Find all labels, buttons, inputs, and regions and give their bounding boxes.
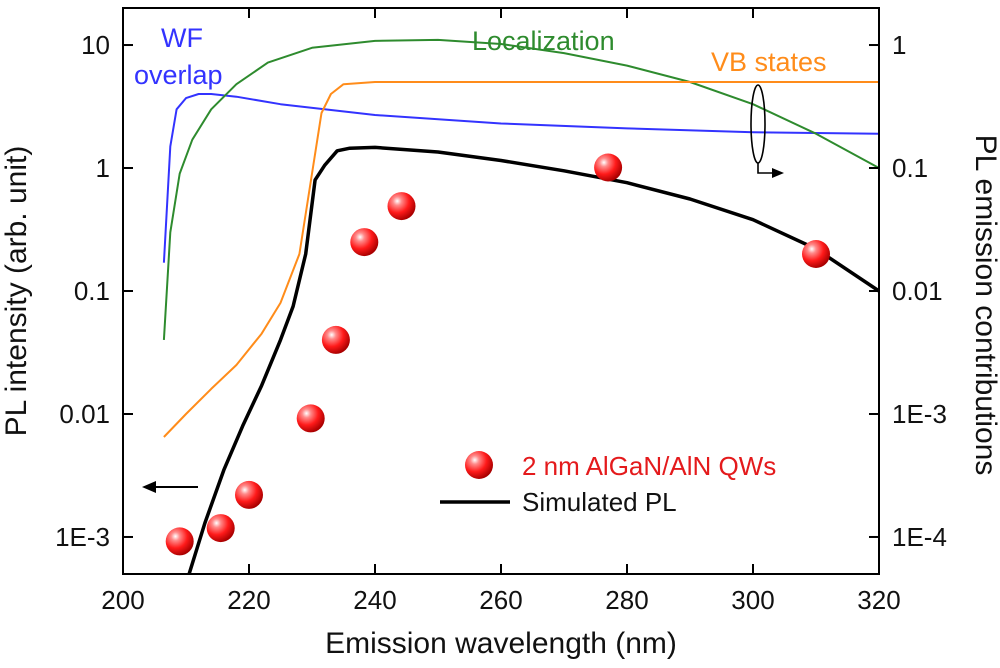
y-right-tick-label: 1E-4 bbox=[892, 522, 947, 552]
x-tick-label: 200 bbox=[101, 585, 144, 615]
x-tick-label: 260 bbox=[479, 585, 522, 615]
x-tick-label: 280 bbox=[605, 585, 648, 615]
annotation-vb-states: VB states bbox=[711, 47, 827, 77]
right-axis-pointer bbox=[750, 84, 784, 178]
y-left-tick-label: 0.1 bbox=[74, 276, 110, 306]
y-left-tick-label: 1 bbox=[96, 153, 110, 183]
legend-marker-qws bbox=[465, 451, 493, 479]
data-point bbox=[350, 228, 379, 257]
y-right-tick-label: 1E-3 bbox=[892, 399, 947, 429]
y-left-tick-label: 1E-3 bbox=[55, 522, 110, 552]
data-point bbox=[165, 527, 194, 556]
y-left-tick-label: 10 bbox=[81, 30, 110, 60]
localization-line bbox=[162, 38, 879, 340]
x-axis: 200 220 240 260 280 300 320 bbox=[101, 8, 901, 615]
legend: 2 nm AlGaN/AlN QWs Simulated PL bbox=[440, 451, 776, 517]
y-right-tick-label: 0.1 bbox=[892, 153, 928, 183]
y-axis-left: 1E-3 0.01 0.1 1 10 bbox=[55, 30, 133, 552]
annotation-overlap: overlap bbox=[134, 60, 223, 90]
data-point bbox=[321, 325, 350, 354]
annotation-wf: WF bbox=[161, 23, 203, 53]
x-axis-title: Emission wavelength (nm) bbox=[325, 627, 677, 660]
vb-states-line bbox=[163, 81, 879, 438]
data-point bbox=[296, 404, 325, 433]
data-point bbox=[802, 240, 830, 268]
legend-label-simulated: Simulated PL bbox=[522, 487, 677, 517]
data-point bbox=[206, 514, 235, 543]
left-axis-pointer bbox=[142, 481, 198, 493]
data-point bbox=[235, 480, 263, 509]
data-point bbox=[594, 153, 623, 182]
y-right-tick-label: 1 bbox=[892, 30, 906, 60]
data-point bbox=[387, 192, 416, 221]
legend-label-qws: 2 nm AlGaN/AlN QWs bbox=[522, 451, 776, 481]
x-tick-label: 300 bbox=[731, 585, 774, 615]
y-axis-left-title: PL intensity (arb. unit) bbox=[0, 146, 33, 437]
x-tick-label: 320 bbox=[857, 585, 900, 615]
y-right-tick-label: 0.01 bbox=[892, 276, 943, 306]
y-left-tick-label: 0.01 bbox=[59, 399, 110, 429]
simulated-pl-line bbox=[187, 145, 879, 574]
y-axis-right-title: PL emission contributions bbox=[969, 135, 1000, 476]
series-layer bbox=[162, 38, 879, 574]
x-tick-label: 240 bbox=[353, 585, 396, 615]
wf-overlap-line bbox=[162, 93, 879, 263]
annotation-localization: Localization bbox=[472, 26, 615, 56]
marker-layer bbox=[165, 153, 830, 556]
y-axis-right: 1E-4 1E-3 0.01 0.1 1 bbox=[869, 30, 947, 552]
x-tick-label: 220 bbox=[227, 585, 270, 615]
